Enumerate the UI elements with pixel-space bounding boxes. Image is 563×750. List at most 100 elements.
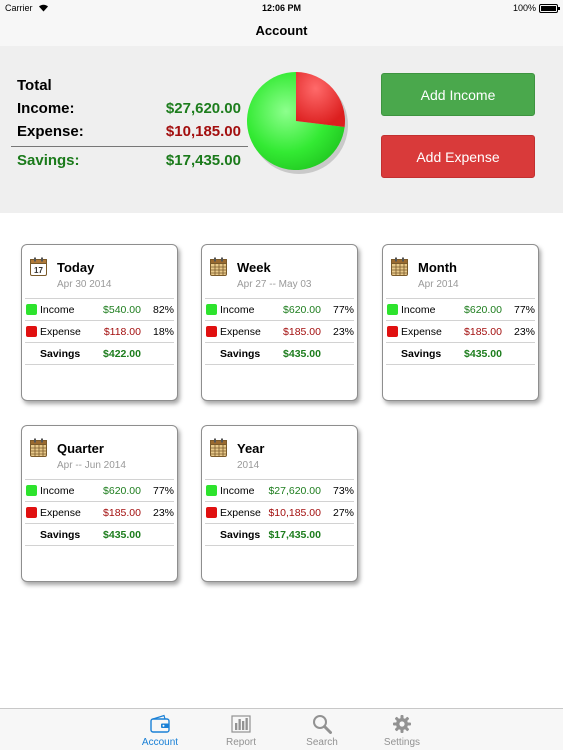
card-title: Month <box>418 260 457 275</box>
card-subtitle: 2014 <box>237 460 260 471</box>
income-percent: 77% <box>152 485 174 497</box>
card-income-row: Income $540.00 82% <box>25 300 174 320</box>
card-savings-row: Savings $435.00 <box>205 344 354 364</box>
card-title: Year <box>237 441 265 456</box>
tab-report[interactable]: Report <box>201 709 281 750</box>
card-expense-row: Expense $185.00 23% <box>25 503 174 523</box>
expense-label: Expense <box>401 326 442 338</box>
total-income-value: $27,620.00 <box>165 100 241 117</box>
income-percent: 77% <box>332 304 354 316</box>
card-title: Quarter <box>57 441 104 456</box>
card-divider <box>205 342 354 343</box>
card-savings-row: Savings $17,435.00 <box>205 525 354 545</box>
calendar-grid-icon <box>210 438 227 457</box>
battery-icon <box>539 4 560 13</box>
status-bar: Carrier 12:06 PM 100% <box>0 0 563 18</box>
expense-label: Expense <box>220 326 261 338</box>
add-income-button[interactable]: Add Income <box>381 73 535 116</box>
card-income-row: Income $620.00 77% <box>25 481 174 501</box>
card-month[interactable]: Month Apr 2014 Income $620.00 77% Expens… <box>382 244 539 401</box>
tab-search[interactable]: Search <box>282 709 362 750</box>
card-divider <box>205 364 354 365</box>
page-title: Account <box>255 23 308 38</box>
expense-amount: $118.00 <box>103 326 141 338</box>
card-title: Today <box>57 260 95 275</box>
magnifier-icon <box>313 715 332 734</box>
total-expense-value: $10,185.00 <box>165 123 241 140</box>
tab-label: Search <box>306 737 338 748</box>
savings-amount: $422.00 <box>103 348 141 360</box>
expense-label: Expense <box>220 507 261 519</box>
expense-percent: 23% <box>332 326 354 338</box>
income-square-icon <box>206 304 217 315</box>
total-expense-row: Expense: $10,185.00 <box>17 123 241 140</box>
card-week[interactable]: Week Apr 27 -- May 03 Income $620.00 77%… <box>201 244 358 401</box>
savings-label: Savings <box>401 348 442 360</box>
expense-square-icon <box>26 326 37 337</box>
expense-amount: $185.00 <box>464 326 502 338</box>
savings-label: Savings <box>220 529 261 541</box>
savings-amount: $435.00 <box>464 348 502 360</box>
card-divider <box>205 298 354 299</box>
svg-text:17: 17 <box>34 266 43 275</box>
bar-chart-icon <box>231 715 251 733</box>
income-square-icon <box>387 304 398 315</box>
card-income-row: Income $620.00 77% <box>386 300 535 320</box>
tab-bar: Account Report Search Set <box>0 708 563 750</box>
card-divider <box>25 320 174 321</box>
card-divider <box>205 523 354 524</box>
calendar-grid-icon <box>30 438 47 457</box>
tab-label: Account <box>141 737 179 748</box>
card-divider <box>386 320 535 321</box>
card-divider <box>205 545 354 546</box>
income-square-icon <box>206 485 217 496</box>
expense-square-icon <box>26 507 37 518</box>
expense-amount: $185.00 <box>103 507 141 519</box>
carrier-label: Carrier <box>5 3 33 13</box>
card-subtitle: Apr -- Jun 2014 <box>57 460 126 471</box>
income-percent: 73% <box>332 485 354 497</box>
tab-settings[interactable]: Settings <box>362 709 442 750</box>
tab-label: Settings <box>383 737 421 748</box>
clock: 12:06 PM <box>261 3 302 13</box>
expense-amount: $10,185.00 <box>268 507 321 519</box>
income-label: Income <box>40 304 75 316</box>
wallet-icon <box>150 714 170 733</box>
tab-account[interactable]: Account <box>120 709 200 750</box>
savings-amount: $17,435.00 <box>268 529 321 541</box>
income-square-icon <box>26 304 37 315</box>
add-expense-button[interactable]: Add Expense <box>381 135 535 178</box>
expense-square-icon <box>387 326 398 337</box>
card-subtitle: Apr 30 2014 <box>57 279 112 290</box>
income-label: Income <box>220 485 255 497</box>
card-expense-row: Expense $10,185.00 27% <box>205 503 354 523</box>
income-label: Income <box>220 304 255 316</box>
income-label: Income <box>40 485 75 497</box>
card-divider <box>25 342 174 343</box>
card-today[interactable]: 17 Today Apr 30 2014 Income $540.00 82% … <box>21 244 178 401</box>
battery-percent: 100% <box>512 3 536 13</box>
income-amount: $620.00 <box>283 304 321 316</box>
savings-label: Savings <box>40 529 81 541</box>
tab-label: Report <box>225 737 256 748</box>
card-expense-row: Expense $118.00 18% <box>25 322 174 342</box>
expense-amount: $185.00 <box>283 326 321 338</box>
expense-label: Expense <box>40 507 81 519</box>
card-divider <box>205 320 354 321</box>
expense-square-icon <box>206 326 217 337</box>
total-income-row: Income: $27,620.00 <box>17 100 241 117</box>
income-percent: 77% <box>513 304 535 316</box>
expense-percent: 23% <box>152 507 174 519</box>
calendar-17-icon: 17 <box>30 257 47 276</box>
period-cards: 17 Today Apr 30 2014 Income $540.00 82% … <box>0 213 563 708</box>
savings-label: Savings <box>40 348 81 360</box>
savings-amount: $435.00 <box>283 348 321 360</box>
income-amount: $620.00 <box>103 485 141 497</box>
card-subtitle: Apr 27 -- May 03 <box>237 279 312 290</box>
card-year[interactable]: Year 2014 Income $27,620.00 73% Expense … <box>201 425 358 582</box>
income-amount: $620.00 <box>464 304 502 316</box>
card-subtitle: Apr 2014 <box>418 279 459 290</box>
card-quarter[interactable]: Quarter Apr -- Jun 2014 Income $620.00 7… <box>21 425 178 582</box>
expense-percent: 18% <box>152 326 174 338</box>
card-divider <box>25 298 174 299</box>
